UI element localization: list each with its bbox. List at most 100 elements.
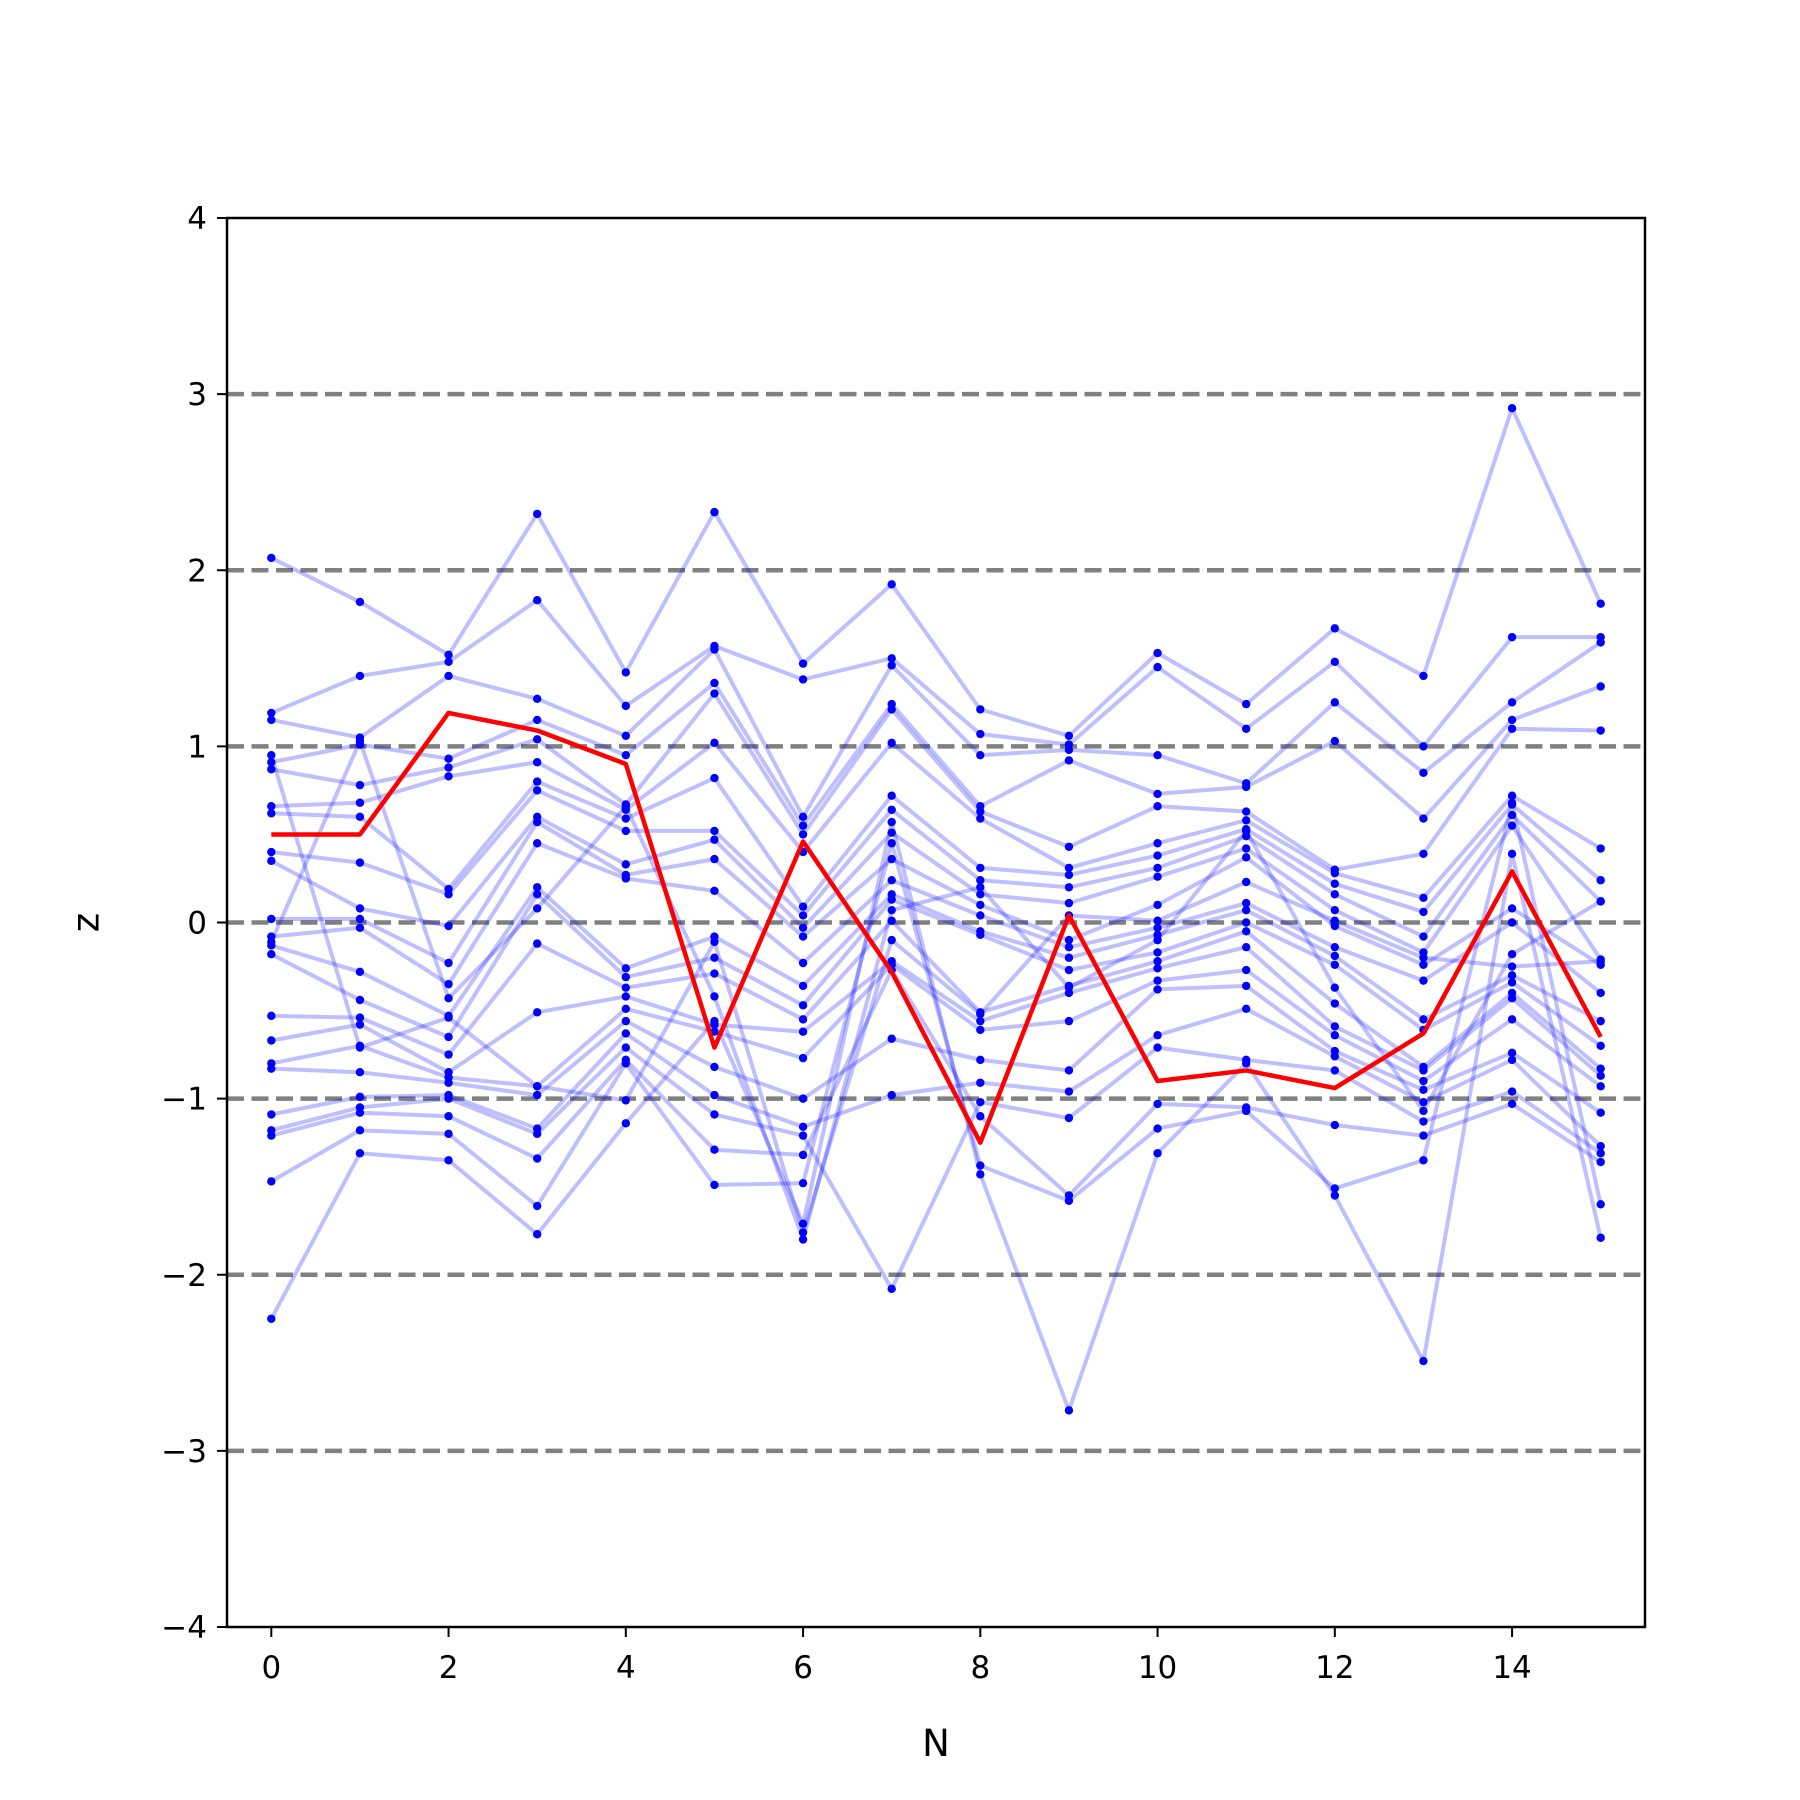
y-tick-label: 4 xyxy=(187,201,207,237)
sample-point xyxy=(444,994,453,1003)
sample-series-line xyxy=(270,406,1603,738)
sample-point xyxy=(355,1108,365,1117)
sample-point xyxy=(621,983,631,992)
sample-point xyxy=(1241,816,1251,825)
y-tick-label: −4 xyxy=(161,1610,207,1646)
sample-point xyxy=(1507,971,1517,980)
x-tick-label: 10 xyxy=(1138,1650,1177,1686)
sample-point xyxy=(1153,851,1162,860)
sample-point xyxy=(1507,904,1517,913)
sample-point xyxy=(1064,983,1074,992)
sample-point xyxy=(710,969,719,978)
sample-point xyxy=(1419,1015,1428,1024)
sample-point xyxy=(267,809,276,818)
sample-point xyxy=(444,772,453,781)
sample-point xyxy=(1330,1022,1340,1031)
y-tick-label: 3 xyxy=(187,377,207,413)
sample-point xyxy=(532,904,542,913)
sample-point xyxy=(532,786,542,795)
sample-point xyxy=(1241,898,1251,908)
sample-point xyxy=(267,553,276,563)
sample-point xyxy=(621,1029,631,1038)
sample-point xyxy=(1064,1087,1074,1096)
sample-point xyxy=(1241,965,1251,975)
sample-point xyxy=(798,1228,808,1237)
y-tick-label: 1 xyxy=(187,729,207,765)
sample-point xyxy=(887,705,896,714)
sample-point xyxy=(1330,999,1340,1008)
sample-point xyxy=(355,858,365,867)
sample-series-line xyxy=(269,754,1601,1235)
sample-point xyxy=(710,886,719,895)
sample-point xyxy=(355,904,365,913)
sample-point xyxy=(267,1110,276,1119)
sample-point xyxy=(532,890,542,899)
sample-point xyxy=(798,958,808,968)
sample-point xyxy=(621,1059,631,1068)
sample-point xyxy=(1241,826,1251,836)
sample-point xyxy=(621,1016,631,1026)
sample-point xyxy=(532,1090,542,1100)
sample-point xyxy=(1153,662,1162,672)
sample-point xyxy=(1507,978,1517,987)
sample-point xyxy=(1507,1048,1517,1058)
sample-point xyxy=(710,507,719,517)
sample-point xyxy=(1064,756,1074,765)
sample-point xyxy=(976,1161,985,1170)
sample-point xyxy=(1153,1149,1162,1158)
sample-point xyxy=(1330,868,1340,878)
sample-point xyxy=(798,1235,808,1244)
sample-point xyxy=(532,694,542,704)
sample-point xyxy=(887,817,896,827)
sample-point xyxy=(1419,1085,1428,1095)
sample-point xyxy=(798,1027,808,1036)
sample-point xyxy=(1241,905,1251,915)
sample-point xyxy=(444,1032,453,1042)
sample-point xyxy=(1596,1149,1605,1158)
sample-point xyxy=(1241,1004,1251,1014)
sample-point xyxy=(976,814,985,823)
sample-point xyxy=(1330,698,1340,707)
sample-point xyxy=(1507,821,1517,830)
sample-point xyxy=(1596,1016,1605,1026)
sample-point xyxy=(1419,932,1428,941)
sample-point xyxy=(1330,1066,1340,1075)
sample-point xyxy=(1596,1108,1605,1117)
sample-point xyxy=(976,705,985,714)
sample-point xyxy=(1596,844,1605,853)
sample-point xyxy=(621,1004,631,1014)
sample-point xyxy=(1153,916,1162,925)
sample-point xyxy=(267,715,276,725)
sample-point xyxy=(887,905,896,915)
sample-point xyxy=(887,935,896,945)
sample-series-line xyxy=(270,945,1603,1078)
sample-point xyxy=(355,1068,365,1077)
sample-point xyxy=(1153,802,1162,811)
sample-point xyxy=(1596,1082,1605,1091)
sample-point xyxy=(1330,942,1340,952)
sample-point xyxy=(710,826,719,836)
sample-point xyxy=(887,828,896,837)
sample-point xyxy=(621,1096,631,1105)
sample-point xyxy=(1241,877,1251,887)
sample-point xyxy=(621,964,631,973)
sample-point xyxy=(976,1055,985,1065)
sample-point xyxy=(1596,1200,1605,1209)
sample-point xyxy=(710,953,719,962)
sample-series-line xyxy=(270,800,1603,1209)
sample-point xyxy=(532,758,542,767)
sample-point xyxy=(532,883,542,892)
sample-point xyxy=(267,950,276,959)
sample-point xyxy=(1330,657,1340,667)
sample-point xyxy=(1153,1043,1162,1052)
sample-point xyxy=(798,1094,808,1103)
sample-point xyxy=(1419,1356,1428,1366)
sample-point xyxy=(1596,1157,1605,1167)
sample-point xyxy=(1153,789,1162,799)
sample-point xyxy=(1241,918,1251,927)
x-tick-label: 8 xyxy=(970,1650,990,1686)
sample-point xyxy=(798,1219,808,1228)
sample-point xyxy=(798,911,808,920)
sample-point xyxy=(444,1112,453,1121)
sample-point xyxy=(267,914,276,924)
